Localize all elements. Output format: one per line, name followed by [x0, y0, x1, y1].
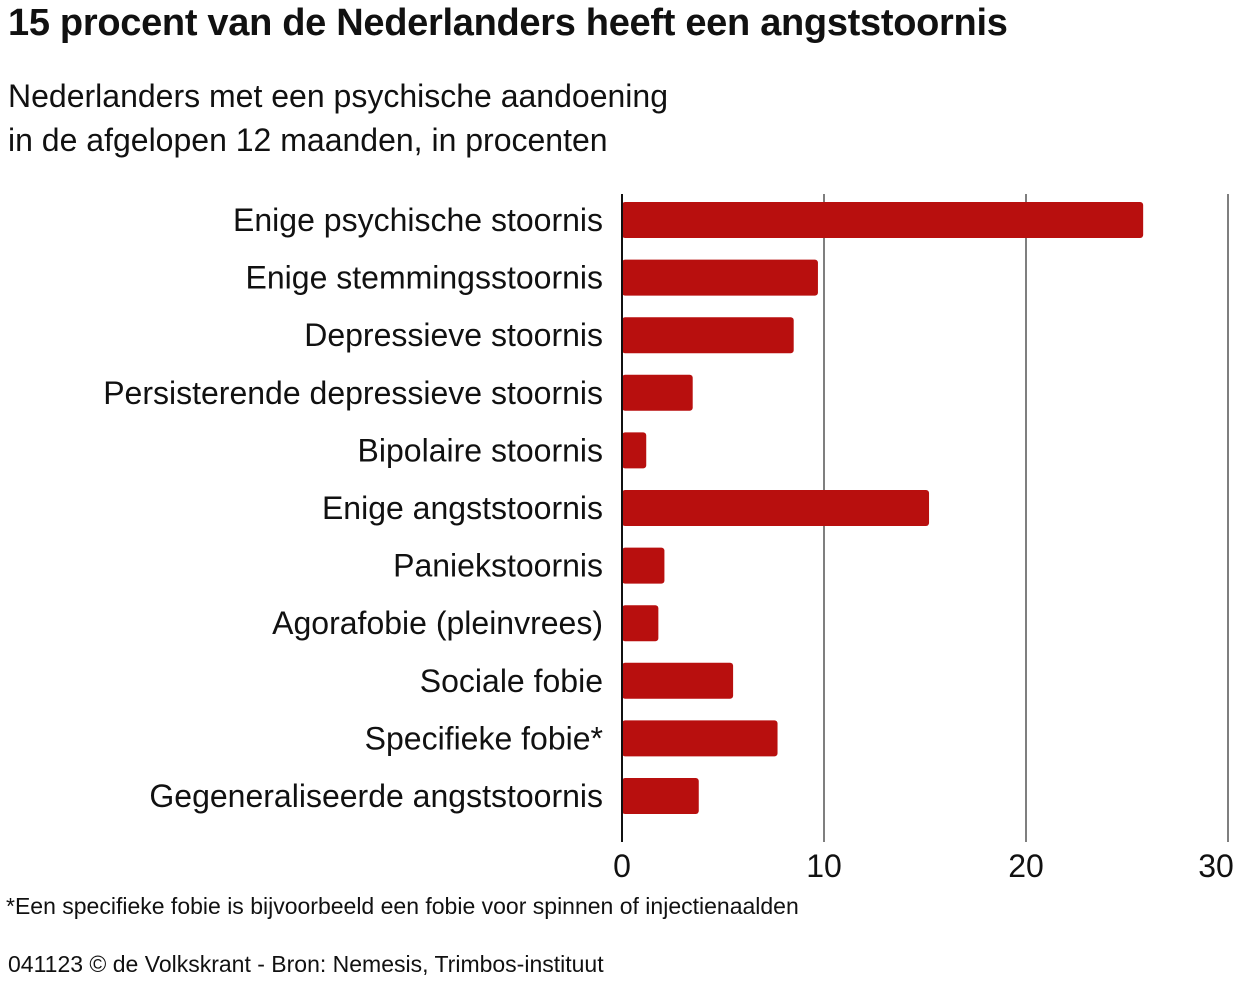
source-credit: 041123 © de Volkskrant - Bron: Nemesis, …: [8, 951, 604, 977]
subtitle-line-2: in de afgelopen 12 maanden, in procenten: [8, 122, 608, 158]
category-label: Paniekstoornis: [393, 548, 603, 584]
bar: [622, 720, 778, 757]
x-tick-label: 30: [1198, 848, 1234, 884]
category-label: Enige stemmingsstoornis: [246, 260, 603, 296]
x-tick-label: 0: [613, 848, 631, 884]
category-label: Enige psychische stoornis: [233, 202, 603, 238]
bar: [622, 259, 818, 296]
bar: [622, 778, 699, 814]
bar: [622, 202, 1144, 238]
bar: [622, 374, 693, 411]
category-label: Bipolaire stoornis: [358, 432, 603, 468]
category-label: Agorafobie (pleinvrees): [272, 605, 603, 641]
x-tick-label: 10: [806, 848, 842, 884]
category-label: Specifieke fobie*: [365, 720, 603, 756]
bar: [622, 547, 665, 584]
footnote: *Een specifieke fobie is bijvoorbeeld ee…: [6, 893, 799, 919]
bar: [622, 432, 647, 469]
bar: [622, 662, 734, 699]
category-label: Gegeneraliseerde angststoornis: [149, 778, 603, 814]
bar: [622, 605, 659, 642]
chart-subtitle: Nederlanders met een psychische aandoeni…: [8, 74, 668, 162]
subtitle-line-1: Nederlanders met een psychische aandoeni…: [8, 78, 668, 114]
category-label: Enige angststoornis: [322, 490, 603, 526]
category-label: Depressieve stoornis: [304, 317, 603, 353]
x-tick-label: 20: [1008, 848, 1044, 884]
chart-title: 15 procent van de Nederlanders heeft een…: [8, 2, 1008, 44]
bar: [622, 317, 794, 354]
category-label: Persisterende depressieve stoornis: [103, 375, 603, 411]
category-label: Sociale fobie: [420, 663, 603, 699]
bar: [622, 490, 930, 526]
